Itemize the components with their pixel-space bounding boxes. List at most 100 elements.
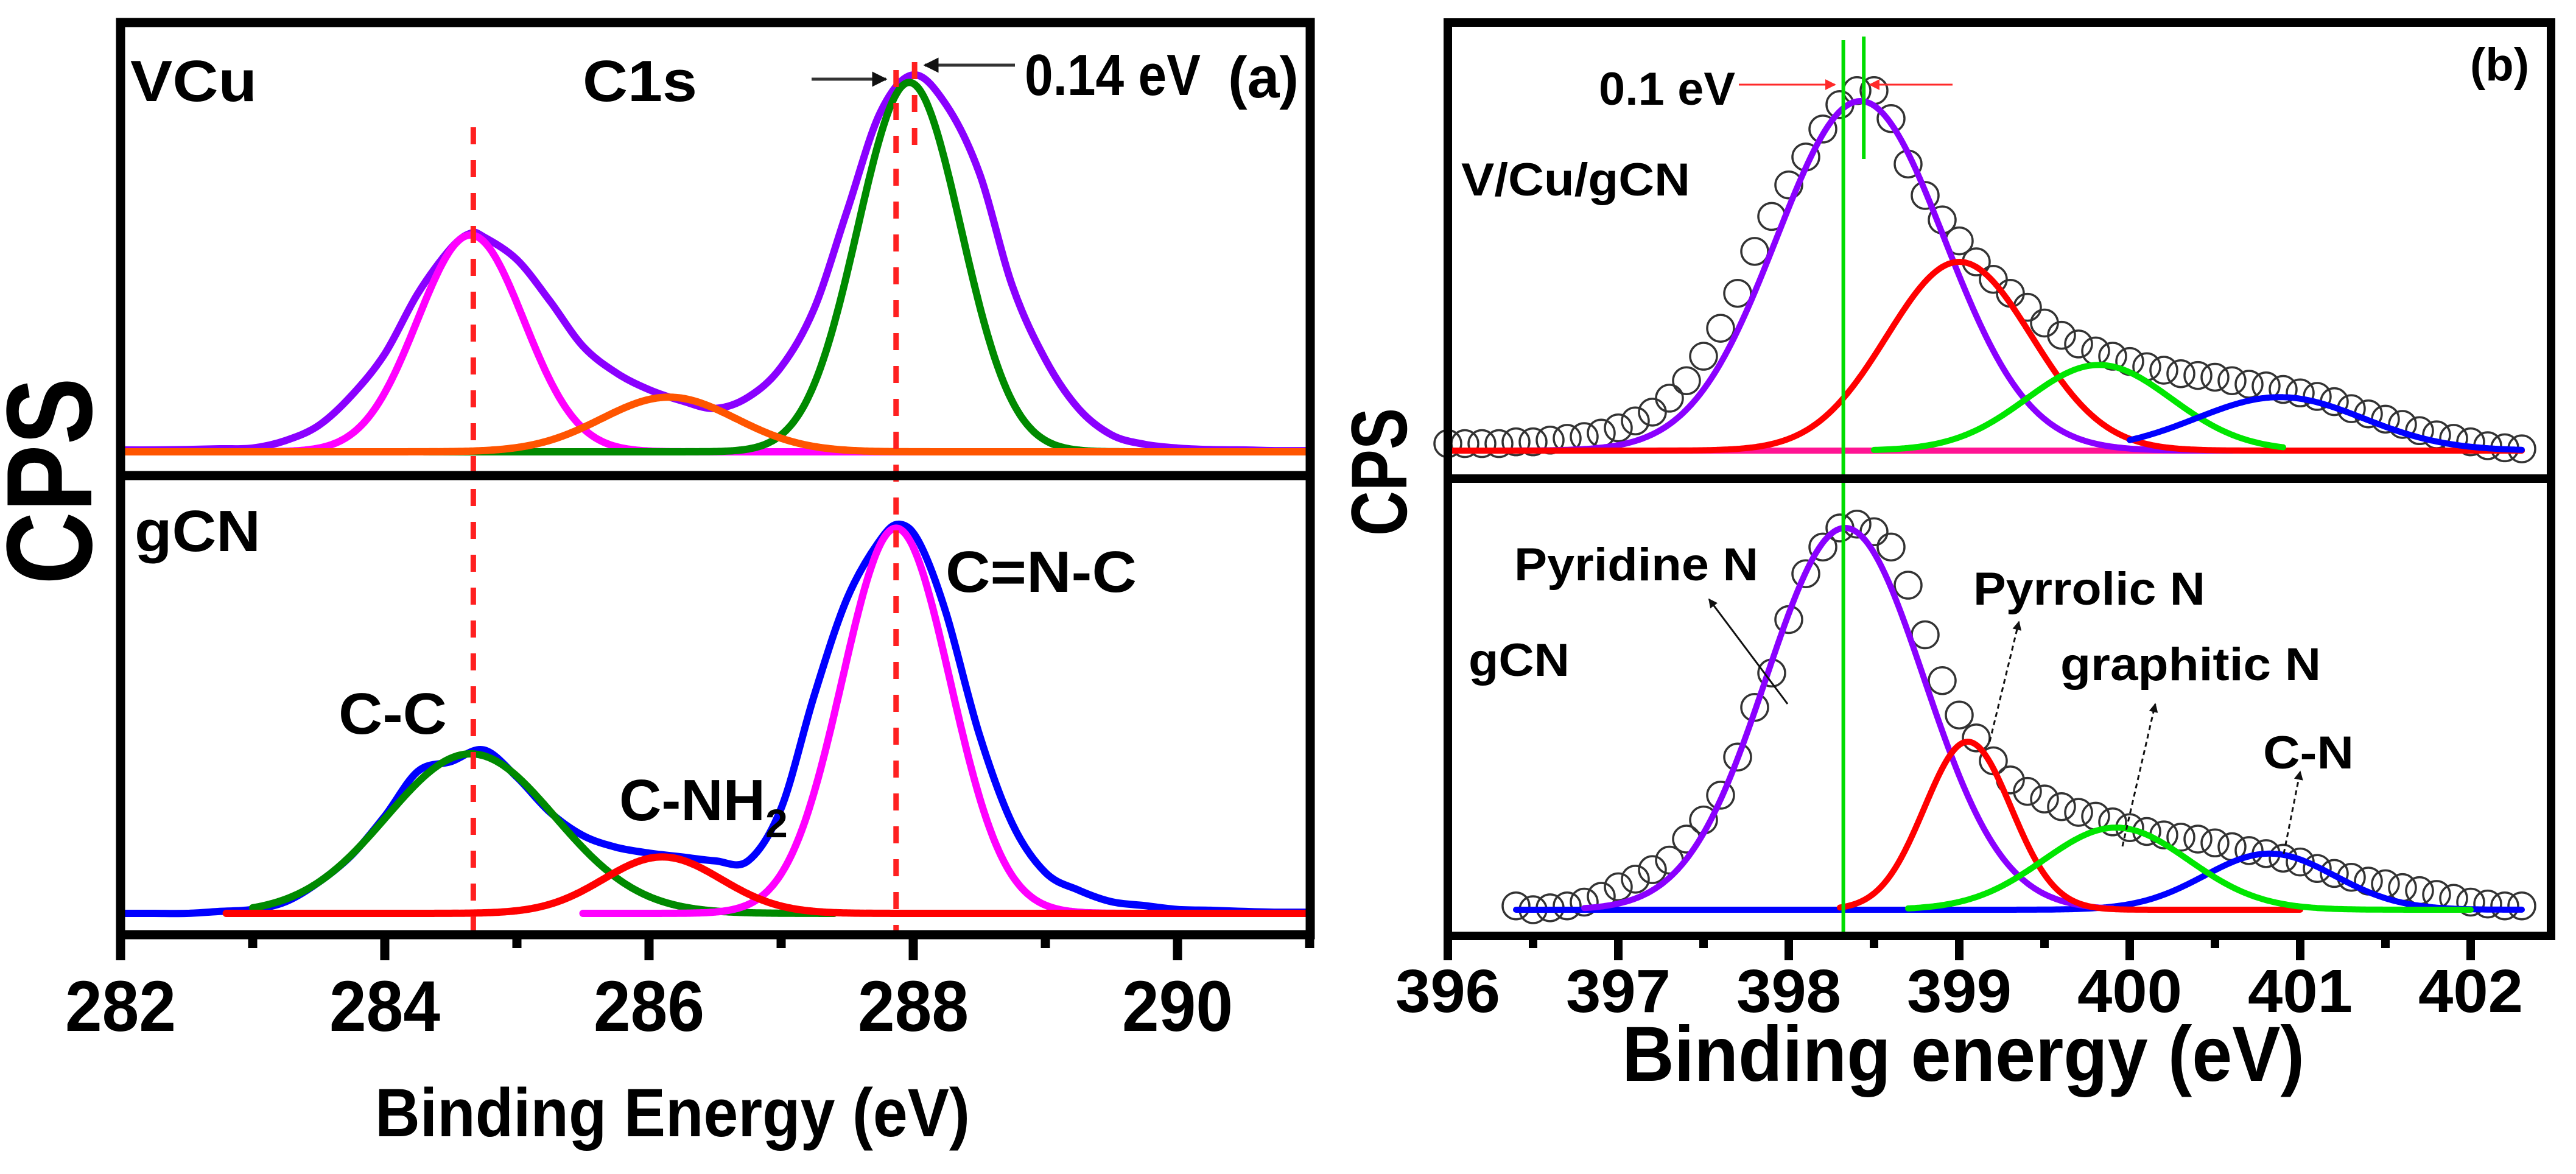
panel-b-n1s: 396 397 398 399 400 401 402 CPS Binding energy… [1335, 18, 2555, 1098]
x-tick-label: 286 [594, 966, 704, 1047]
panel-a-axes: 282 284 286 288 290 [65, 18, 1315, 1047]
experimental-spectrum [120, 71, 1310, 455]
experimental-data-point [1638, 855, 1667, 884]
fit-component-c-nh2 [117, 393, 1313, 455]
pointer-arrow-pyridine-n [1708, 598, 1789, 705]
panel-b-axes: 396 397 398 399 400 401 402 [1395, 18, 2555, 1025]
panel-a-c1s: 282 284 286 288 290 CPS Binding Energy (eV) … [0, 18, 1315, 1151]
experimental-data-point [1655, 384, 1684, 413]
fit-component-c-c [249, 750, 838, 917]
experimental-data-point [1501, 427, 1531, 457]
experimental-data-point [1808, 114, 1837, 144]
panel-a-ylabel: CPS [0, 378, 118, 585]
experimental-data-point [1706, 781, 1735, 810]
experimental-data-point [1945, 700, 1974, 729]
x-tick-label: 290 [1122, 966, 1233, 1047]
fit-component-c-c [117, 231, 1300, 455]
experimental-data-point [1621, 865, 1650, 894]
peak-label-c-c: C-C [339, 681, 447, 747]
experimental-data-point [1893, 571, 1923, 600]
panel-b-xlabel: Binding energy (eV) [1622, 1011, 2304, 1098]
experimental-data-point [2473, 889, 2502, 919]
panel-b-ylabel: CPS [1335, 408, 1423, 536]
experimental-data-point [1604, 872, 1633, 902]
fit-component-pyrrolic-n [1837, 739, 2303, 913]
peak-label-c-n: C-N [2263, 727, 2354, 779]
shift-annotation-b: 0.1 eV [1599, 63, 1735, 115]
experimental-data-point [2013, 776, 2042, 806]
experimental-data-point [1518, 427, 1548, 457]
panel-label-b: (b) [2470, 39, 2529, 91]
experimental-data-point [1604, 413, 1633, 443]
x-tick-label: 396 [1395, 957, 1500, 1025]
x-tick-label: 401 [2248, 957, 2353, 1025]
shift-annotation-a: 0.14 eV [1025, 43, 1201, 108]
experimental-data-point [2507, 891, 2536, 921]
peak-label-pyrrolic-n: Pyrrolic N [1973, 563, 2205, 615]
experimental-data-point [2047, 320, 2076, 350]
experimental-data-point [2166, 359, 2195, 388]
experimental-data-point [1723, 742, 1752, 772]
x-tick-label: 284 [329, 966, 440, 1047]
experimental-data-point [2064, 798, 2093, 827]
experimental-data-point [2166, 823, 2195, 852]
experimental-data-point [2098, 807, 2127, 837]
subplot-label-gcn-b: gCN [1469, 634, 1570, 686]
experimental-data-point [2234, 836, 2264, 865]
experimental-data-point [1740, 237, 1769, 266]
experimental-data-point [1740, 692, 1769, 722]
experimental-data-point [1911, 181, 1940, 210]
subplot-label-v-cu-gcn: V/Cu/gCN [1461, 154, 1690, 206]
experimental-data-point [1484, 429, 1514, 459]
experimental-data-point [2047, 792, 2076, 821]
x-tick-label: 400 [2077, 957, 2182, 1025]
subplot-label-gcn-a: gCN [135, 499, 261, 564]
experimental-data-point [1621, 406, 1650, 435]
experimental-data-point [2081, 336, 2110, 366]
pointer-arrow-graphitic-n [2121, 703, 2158, 847]
panel-label-a: (a) [1228, 45, 1299, 110]
panel-a-plot-area [117, 62, 1313, 935]
subplot-upper [117, 71, 1313, 455]
experimental-data-point [2200, 362, 2230, 392]
experimental-data-point [2098, 342, 2127, 371]
x-tick-label: 288 [858, 966, 969, 1047]
peak-label-pyridine-n: Pyridine N [1514, 539, 1758, 591]
fit-component-graphitic-n [1905, 824, 2474, 913]
panel-a-xlabel: Binding Energy (eV) [375, 1075, 970, 1151]
experimental-data-point [2320, 859, 2349, 888]
fit-component-c-n [1513, 850, 2525, 913]
subplot-lower [121, 520, 1313, 918]
x-tick-label: 399 [1907, 957, 2012, 1025]
fit-component-c-n [2127, 394, 2525, 453]
experimental-data-point [1791, 559, 1820, 588]
experimental-data-point [1911, 620, 1940, 650]
subplot-label-vcu: VCu [130, 49, 257, 114]
peak-label-graphitic-n: graphitic N [2060, 639, 2321, 691]
experimental-data-point [1587, 418, 1616, 448]
experimental-data-point [2064, 329, 2093, 359]
fit-component-c-n-c [421, 79, 1129, 455]
experimental-data-point [1638, 398, 1667, 427]
experimental-data-point [1928, 666, 1957, 695]
experimental-data-point [2149, 356, 2178, 385]
panel-a-title: C1s [583, 49, 697, 114]
experimental-data-point [2030, 784, 2059, 814]
experimental-data-point [2286, 378, 2315, 408]
fit-component-pyridine-n [1581, 525, 2116, 912]
pointer-arrow-pyrrolic-n [1988, 620, 2022, 742]
experimental-data-point [1553, 891, 1582, 921]
experimental-data-point [1808, 532, 1837, 562]
experimental-data-point [1570, 887, 1599, 917]
pointer-arrow-c-n [2283, 770, 2303, 854]
fit-component-graphitic-n [1871, 362, 2286, 453]
fit-component-pyrrolic-n [1445, 259, 2525, 454]
panel-b-plot-area [1433, 37, 2536, 936]
subplot-upper [1433, 76, 2536, 463]
experimental-data-point [2217, 366, 2247, 395]
experimental-data-point [2490, 891, 2519, 921]
peak-label-c-nh2: C-NH2 [619, 768, 788, 846]
experimental-data-point [1672, 366, 1701, 395]
experimental-data-point [1501, 891, 1531, 921]
